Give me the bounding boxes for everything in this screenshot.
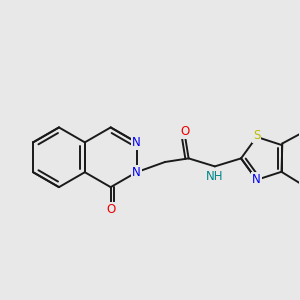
Text: O: O	[106, 203, 115, 216]
Text: N: N	[132, 166, 141, 179]
Text: O: O	[180, 125, 190, 138]
Text: NH: NH	[206, 170, 224, 183]
Text: N: N	[132, 136, 141, 149]
Text: S: S	[253, 129, 260, 142]
Text: N: N	[252, 173, 261, 186]
